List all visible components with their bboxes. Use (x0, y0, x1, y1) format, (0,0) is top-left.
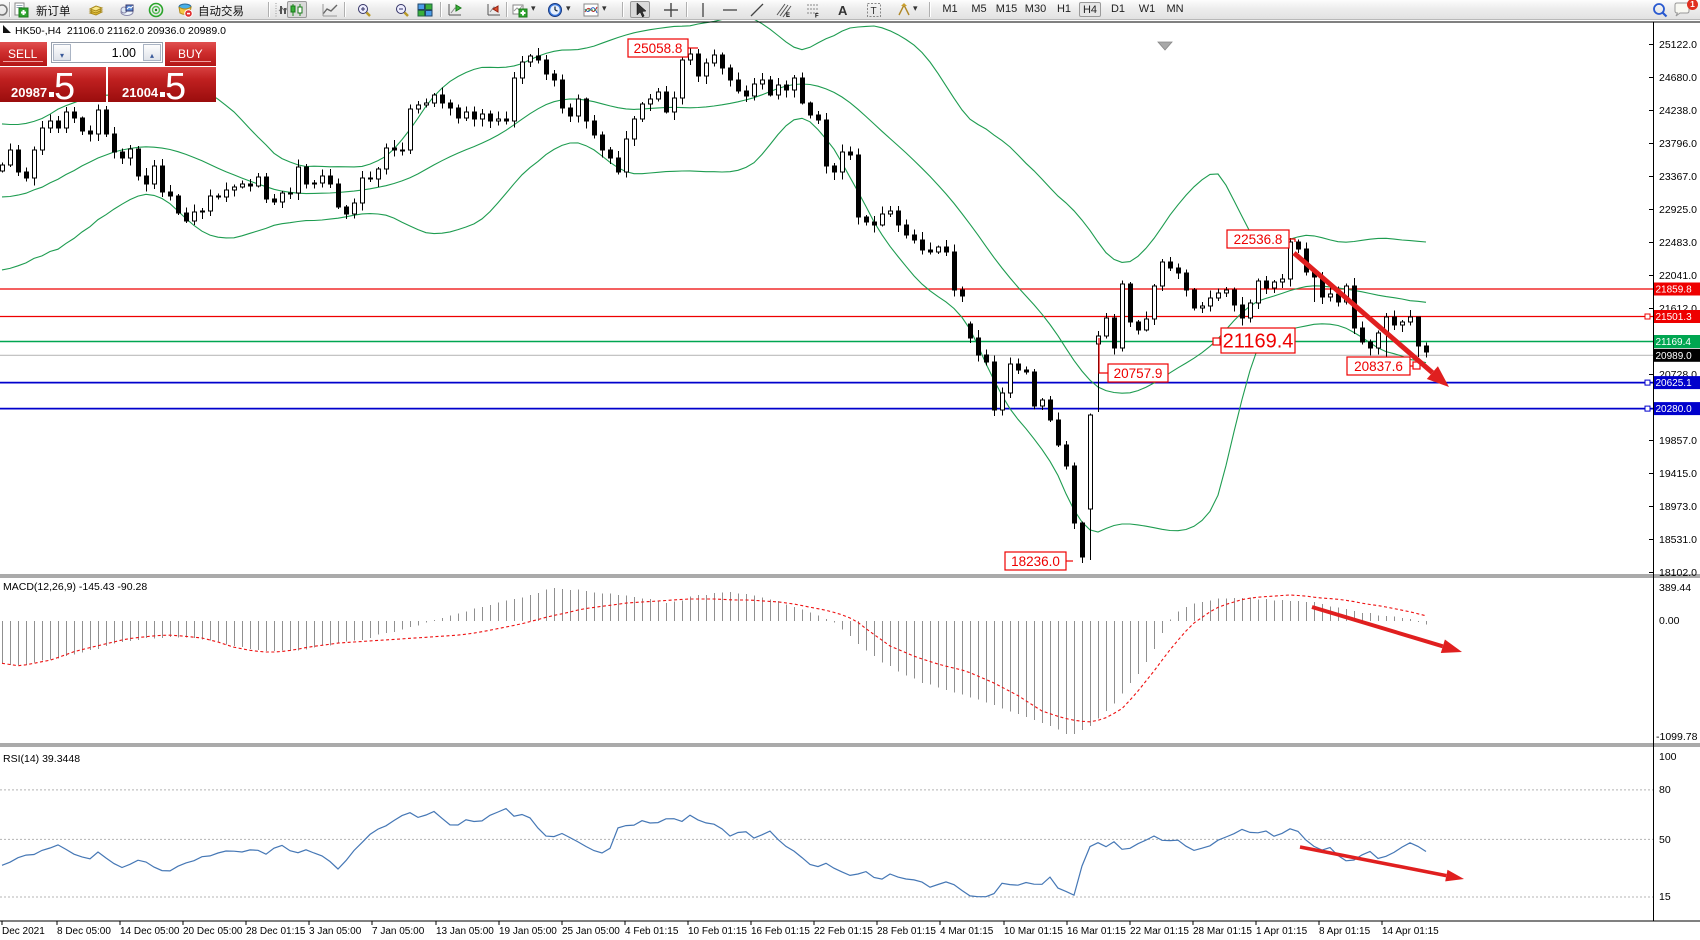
svg-text:F: F (815, 14, 819, 19)
svg-text:13 Jan 05:00: 13 Jan 05:00 (436, 926, 494, 937)
svg-text:-1099.78: -1099.78 (1656, 731, 1698, 743)
svg-text:22536.8: 22536.8 (1234, 232, 1283, 247)
svg-text:1 Apr 01:15: 1 Apr 01:15 (1256, 926, 1308, 937)
svg-text:16 Feb 01:15: 16 Feb 01:15 (751, 926, 810, 937)
svg-text:0.00: 0.00 (1659, 615, 1680, 627)
svg-text:8 Dec 05:00: 8 Dec 05:00 (57, 926, 111, 937)
svg-text:21501.3: 21501.3 (1656, 312, 1693, 323)
svg-text:15: 15 (1659, 891, 1671, 903)
svg-text:50: 50 (1659, 834, 1671, 846)
svg-text:28 Mar 01:15: 28 Mar 01:15 (1193, 926, 1252, 937)
svg-text:HK50-,H4 21106.0 21162.0 2093: HK50-,H4 21106.0 21162.0 20936.0 20989.0 (15, 25, 226, 37)
svg-text:19857.0: 19857.0 (1659, 435, 1697, 447)
svg-text:23367.0: 23367.0 (1659, 171, 1697, 183)
svg-text:3 Jan 05:00: 3 Jan 05:00 (309, 926, 362, 937)
svg-text:24238.0: 24238.0 (1659, 105, 1697, 117)
svg-text:RSI(14) 39.3448: RSI(14) 39.3448 (3, 753, 80, 765)
svg-text:25122.0: 25122.0 (1659, 39, 1697, 51)
svg-text:22483.0: 22483.0 (1659, 237, 1697, 249)
svg-text:MACD(12,26,9) -145.43 -90.28: MACD(12,26,9) -145.43 -90.28 (3, 581, 147, 593)
svg-text:18102.0: 18102.0 (1659, 567, 1697, 579)
svg-text:7 Jan 05:00: 7 Jan 05:00 (372, 926, 425, 937)
svg-text:20 Dec 05:00: 20 Dec 05:00 (183, 926, 243, 937)
svg-text:24680.0: 24680.0 (1659, 72, 1697, 84)
svg-text:25058.8: 25058.8 (634, 41, 683, 56)
svg-text:4 Feb 01:15: 4 Feb 01:15 (625, 926, 679, 937)
svg-text:16 Mar 01:15: 16 Mar 01:15 (1067, 926, 1126, 937)
svg-text:T: T (871, 6, 877, 17)
svg-text:21169.4: 21169.4 (1656, 337, 1692, 348)
svg-text:10 Feb 01:15: 10 Feb 01:15 (688, 926, 747, 937)
svg-text:389.44: 389.44 (1659, 582, 1691, 594)
svg-text:22041.0: 22041.0 (1659, 270, 1697, 282)
svg-text:19415.0: 19415.0 (1659, 468, 1697, 480)
svg-text:18531.0: 18531.0 (1659, 534, 1697, 546)
svg-text:10 Mar 01:15: 10 Mar 01:15 (1004, 926, 1063, 937)
svg-text:23796.0: 23796.0 (1659, 138, 1697, 150)
svg-text:4 Mar 01:15: 4 Mar 01:15 (940, 926, 994, 937)
svg-text:Dec 2021: Dec 2021 (2, 926, 45, 937)
svg-text:22 Feb 01:15: 22 Feb 01:15 (814, 926, 873, 937)
svg-text:20989.0: 20989.0 (1656, 351, 1693, 362)
svg-text:25 Jan 05:00: 25 Jan 05:00 (562, 926, 620, 937)
svg-text:21169.4: 21169.4 (1223, 331, 1294, 353)
svg-text:18236.0: 18236.0 (1011, 554, 1060, 569)
svg-text:14 Apr 01:15: 14 Apr 01:15 (1382, 926, 1439, 937)
svg-text:22925.0: 22925.0 (1659, 204, 1697, 216)
svg-text:19 Jan 05:00: 19 Jan 05:00 (499, 926, 557, 937)
svg-text:20280.0: 20280.0 (1656, 404, 1693, 415)
svg-text:20757.9: 20757.9 (1114, 366, 1163, 381)
svg-text:21859.8: 21859.8 (1656, 285, 1693, 296)
svg-text:14 Dec 05:00: 14 Dec 05:00 (120, 926, 180, 937)
svg-text:20625.1: 20625.1 (1656, 378, 1693, 389)
svg-text:18973.0: 18973.0 (1659, 501, 1697, 513)
svg-text:E: E (786, 13, 790, 18)
svg-text:100: 100 (1659, 751, 1677, 763)
svg-text:80: 80 (1659, 784, 1671, 796)
svg-text:8 Apr 01:15: 8 Apr 01:15 (1319, 926, 1371, 937)
svg-text:28 Dec 01:15: 28 Dec 01:15 (246, 926, 306, 937)
svg-text:28 Feb 01:15: 28 Feb 01:15 (877, 926, 936, 937)
svg-text:20837.6: 20837.6 (1354, 359, 1403, 374)
svg-text:22 Mar 01:15: 22 Mar 01:15 (1130, 926, 1189, 937)
